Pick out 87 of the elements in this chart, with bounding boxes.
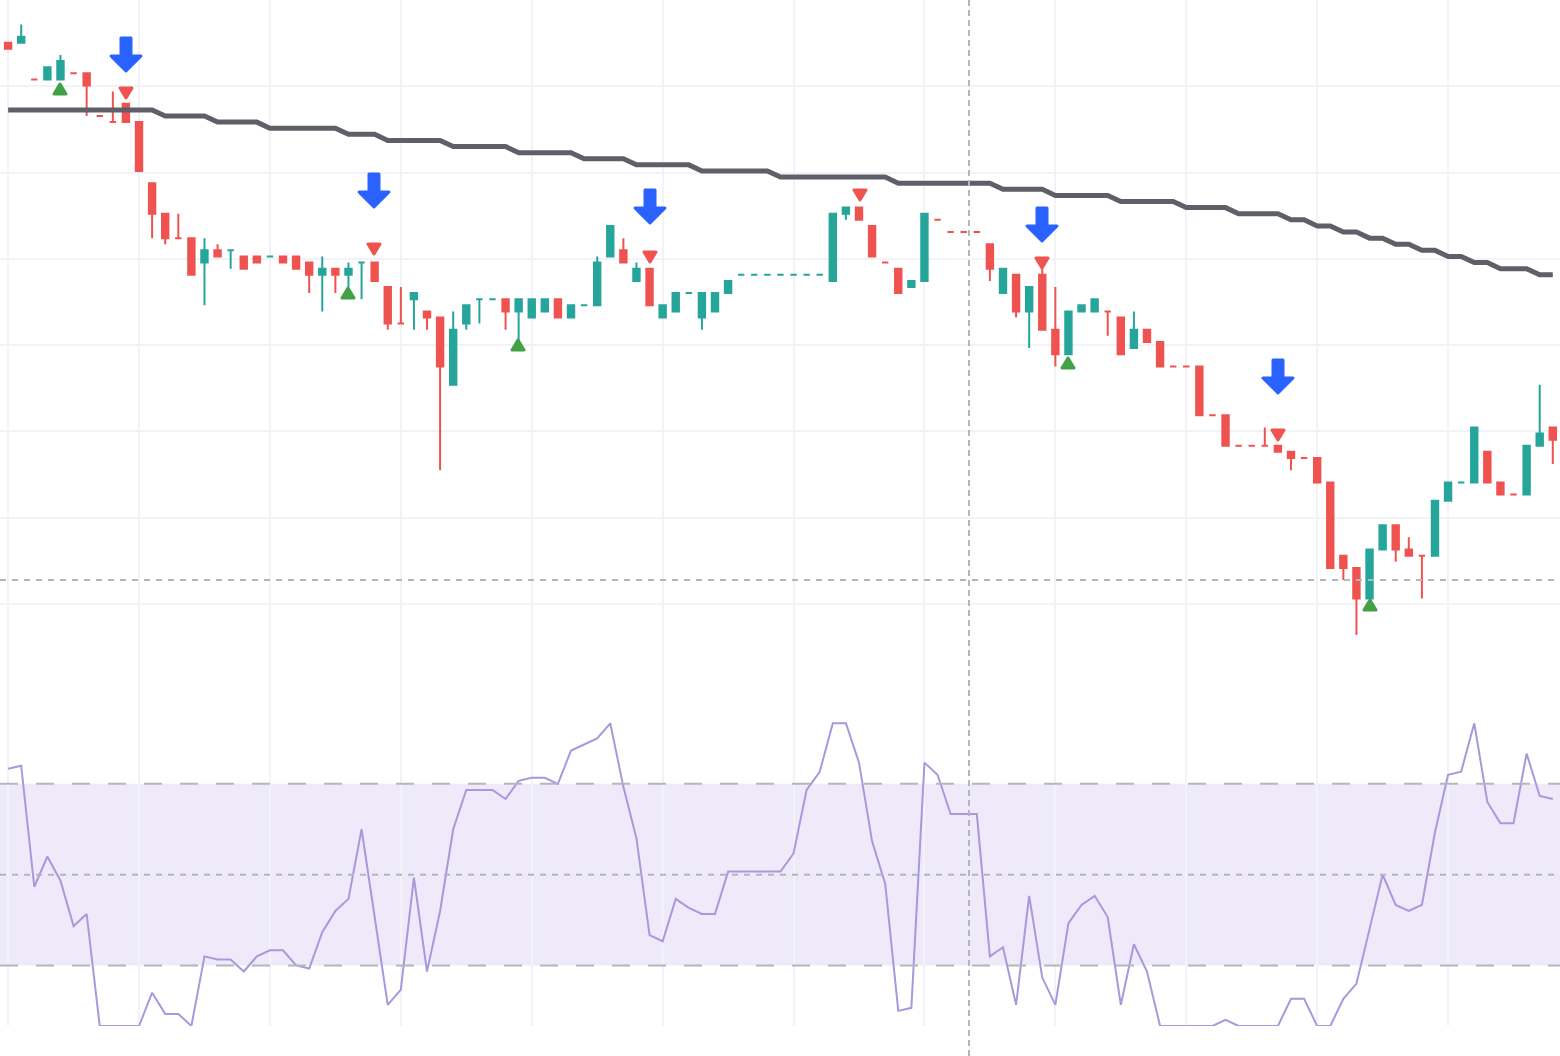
- candlestick: [448, 310, 458, 386]
- candlestick: [1326, 481, 1335, 569]
- candlestick: [645, 267, 654, 307]
- candlestick: [435, 316, 445, 472]
- candlestick: [1312, 456, 1322, 484]
- candlestick: [632, 261, 641, 282]
- candlestick: [1024, 286, 1034, 350]
- candlestick: [383, 286, 392, 331]
- candlestick: [710, 292, 720, 313]
- candlestick: [200, 237, 209, 307]
- candlestick: [1273, 444, 1283, 453]
- candlestick: [1142, 328, 1152, 343]
- candlestick: [723, 279, 733, 295]
- candlestick: [527, 298, 536, 319]
- candlestick: [1522, 444, 1531, 496]
- candlestick: [1103, 310, 1112, 337]
- candlestick: [252, 255, 262, 264]
- candlestick: [540, 298, 550, 313]
- candlestick: [318, 255, 327, 313]
- candlestick: [1221, 414, 1230, 447]
- candlestick: [985, 243, 995, 282]
- candlestick: [553, 298, 563, 319]
- candlestick: [174, 212, 183, 240]
- candlestick: [1116, 316, 1126, 356]
- candlestick: [56, 53, 65, 81]
- candlestick: [1483, 450, 1492, 484]
- candlestick: [894, 267, 903, 295]
- candlestick: [1051, 286, 1060, 368]
- candlestick: [3, 41, 13, 50]
- candlestick: [907, 279, 916, 288]
- candlestick: [213, 243, 222, 258]
- candlestick: [357, 261, 366, 301]
- candlestick: [239, 255, 248, 270]
- candlestick: [1352, 566, 1361, 637]
- candlestick: [606, 224, 615, 258]
- candlestick: [1548, 426, 1557, 466]
- candlestick: [1535, 383, 1544, 447]
- candlestick: [305, 261, 314, 295]
- candlestick: [1129, 310, 1139, 350]
- candlestick: [592, 255, 602, 307]
- candlestick: [998, 267, 1008, 295]
- candlestick: [1378, 524, 1387, 551]
- candlestick: [291, 255, 301, 270]
- candlestick: [82, 72, 91, 118]
- candlestick: [134, 121, 144, 172]
- candlestick: [1064, 310, 1073, 356]
- candlestick: [409, 292, 419, 331]
- candlestick: [1391, 524, 1400, 563]
- candlestick: [1496, 481, 1505, 496]
- candlestick: [1417, 554, 1427, 600]
- candlestick: [566, 304, 576, 319]
- candlestick: [331, 267, 340, 295]
- candlestick: [108, 90, 118, 124]
- candlestick: [1470, 426, 1479, 484]
- candlestick: [462, 304, 471, 331]
- candlestick: [161, 212, 170, 246]
- candlestick: [226, 249, 235, 270]
- candlestick: [1195, 365, 1204, 417]
- candlestick: [828, 212, 838, 282]
- candlestick: [475, 298, 484, 325]
- candlestick: [278, 255, 288, 264]
- candlestick: [1155, 340, 1165, 368]
- candlestick: [1090, 298, 1099, 313]
- candlestick: [17, 23, 26, 44]
- candlestick: [671, 292, 680, 313]
- candlestick: [841, 206, 851, 221]
- candlestick: [1077, 304, 1086, 313]
- candlestick: [187, 237, 196, 276]
- candlestick: [867, 224, 877, 258]
- candlestick: [854, 206, 864, 221]
- candlestick: [1011, 273, 1021, 319]
- candlestick: [501, 298, 510, 331]
- candlestick: [422, 310, 432, 331]
- candlestick: [697, 292, 707, 331]
- candlestick: [658, 304, 667, 319]
- candlestick: [1430, 499, 1440, 557]
- candlestick: [147, 182, 157, 240]
- candlestick: [396, 286, 406, 325]
- candlestick: [920, 212, 929, 282]
- candlestick: [1260, 426, 1270, 447]
- candlestick: [1404, 536, 1414, 557]
- candlestick: [1443, 481, 1453, 502]
- candlestick: [1286, 450, 1296, 472]
- candlestick: [370, 261, 379, 282]
- candlestick: [43, 66, 52, 81]
- candlestick: [619, 237, 628, 264]
- candlestick: [1339, 554, 1348, 582]
